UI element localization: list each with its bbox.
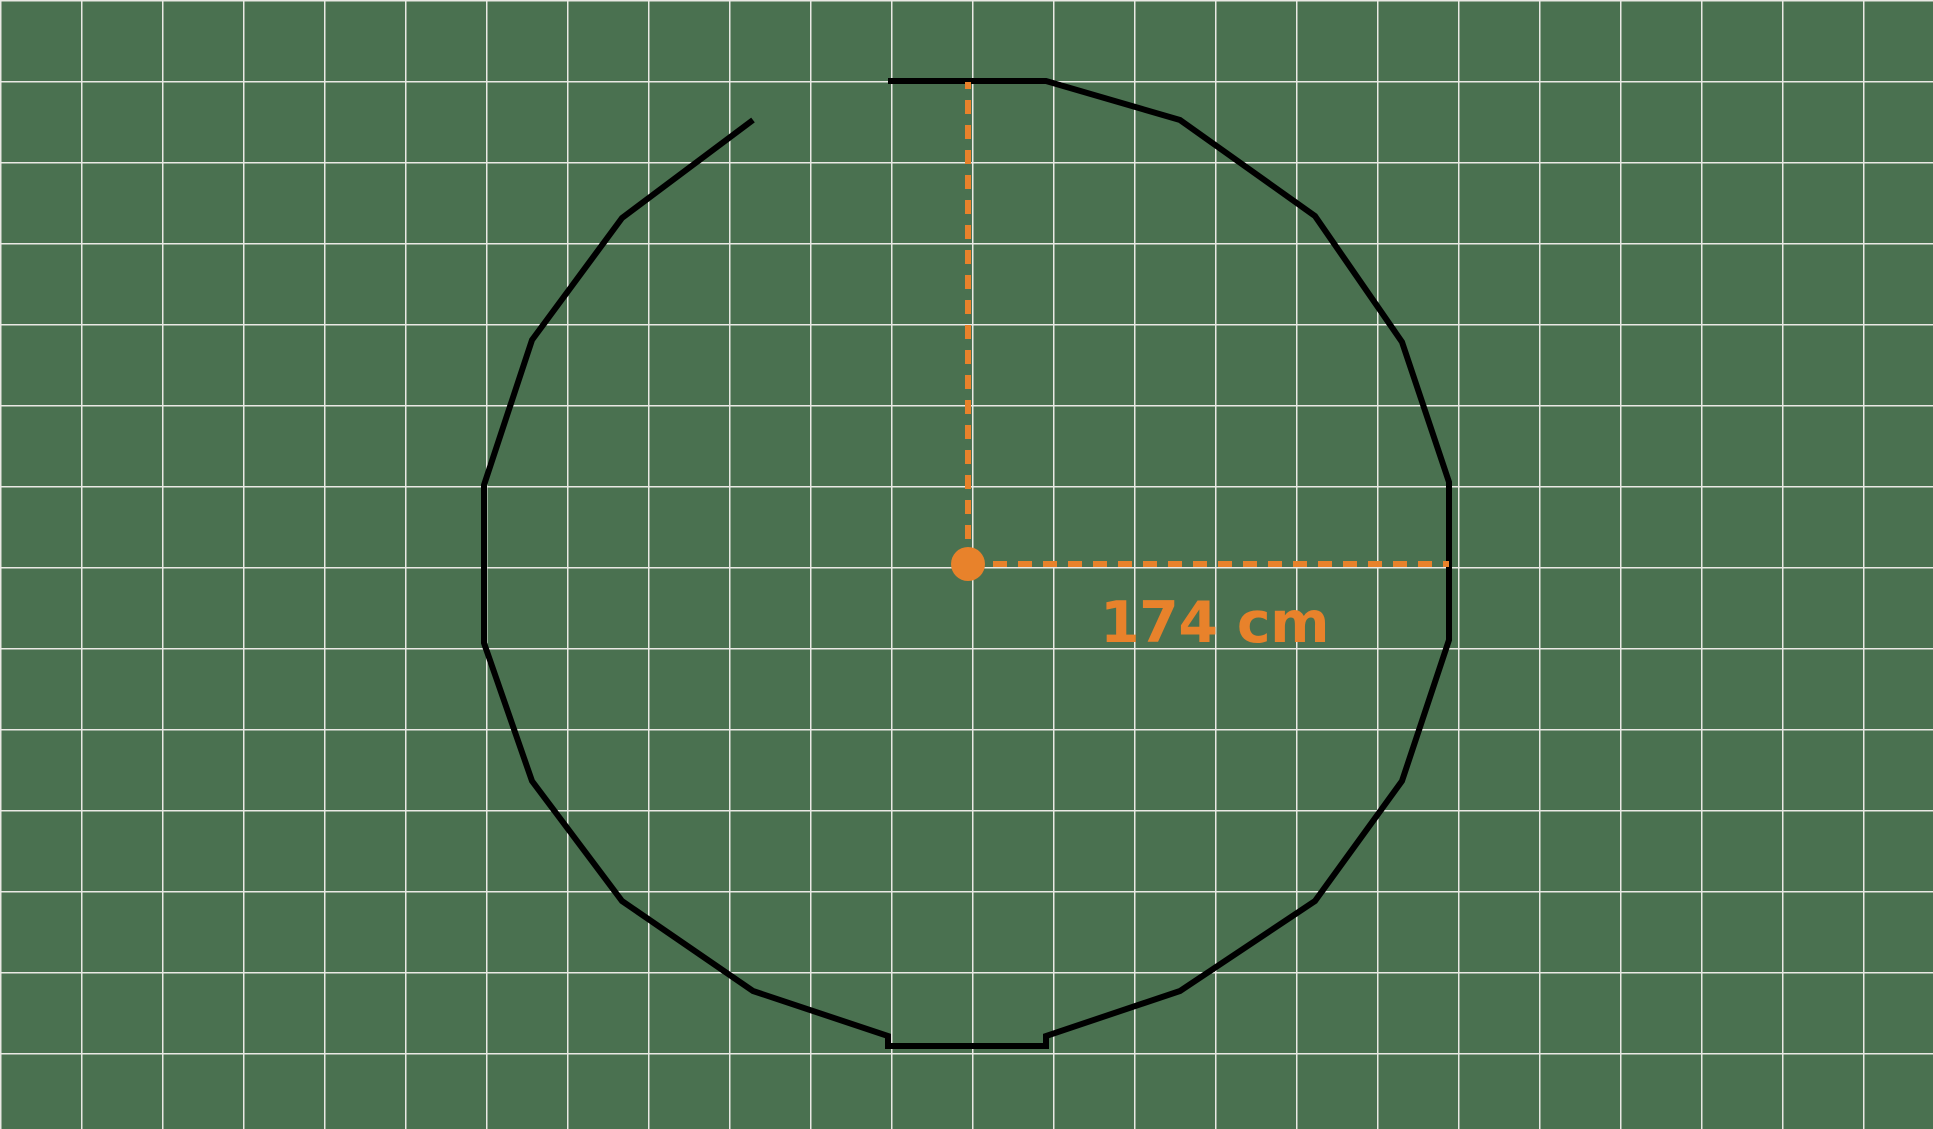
- trampoline-outline-path: [481, 78, 1452, 1049]
- measurement-label: 174 cm: [1100, 590, 1329, 656]
- center-point-marker: [951, 547, 985, 581]
